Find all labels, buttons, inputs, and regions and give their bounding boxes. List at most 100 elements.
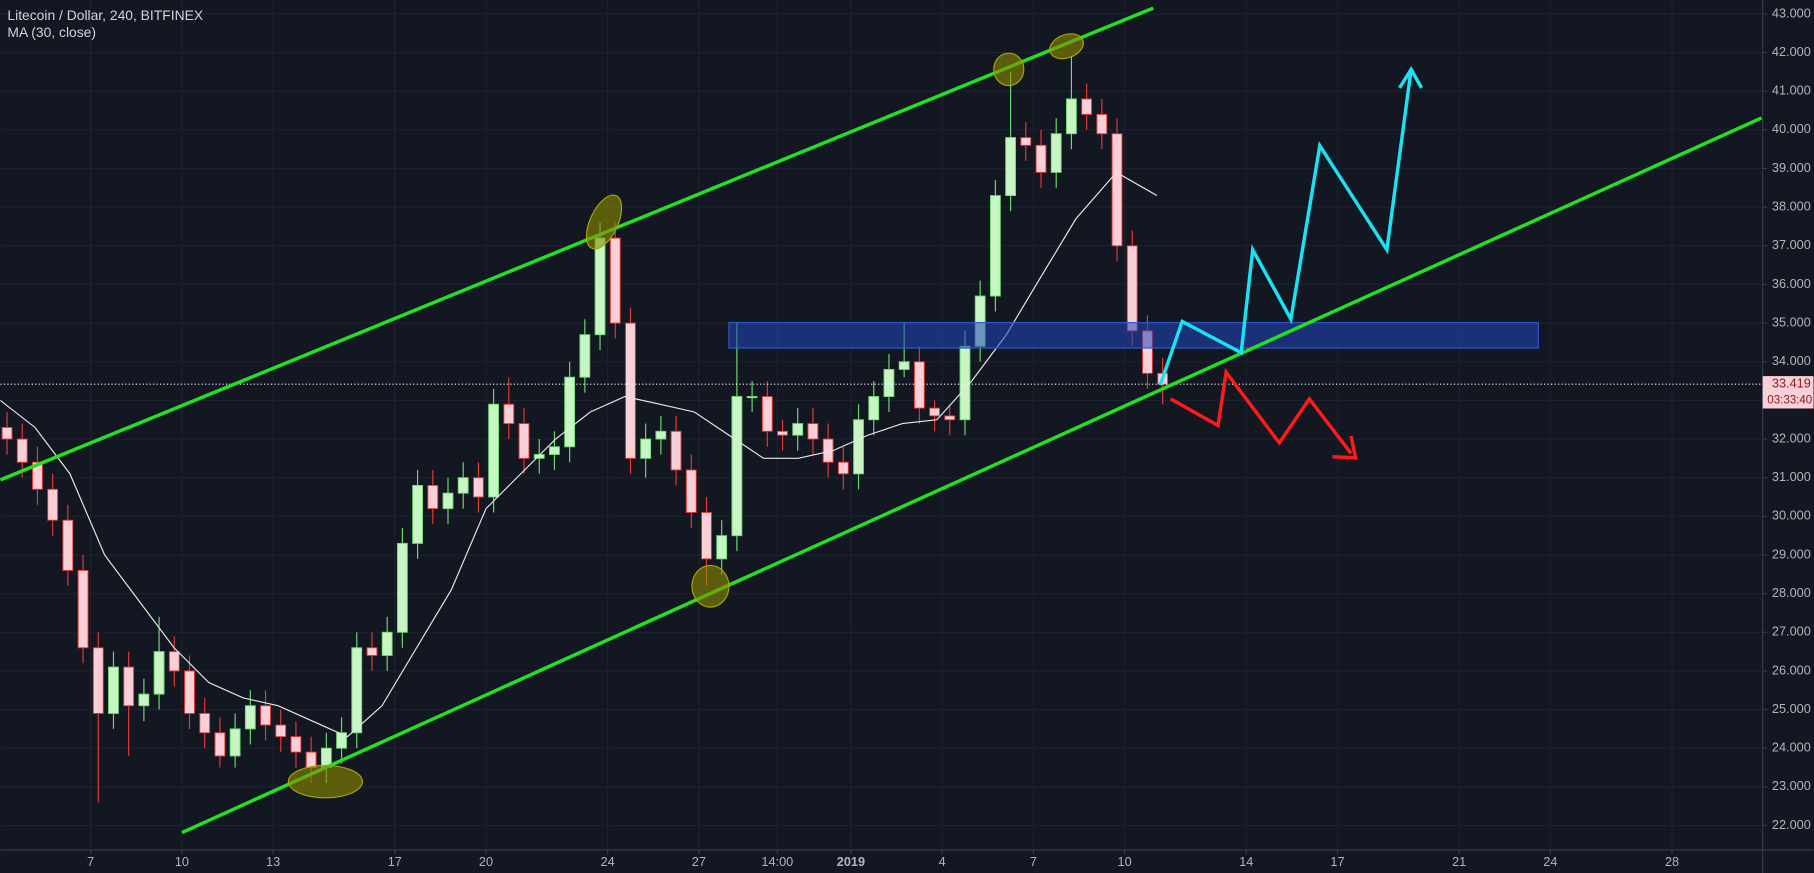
candle-body: [564, 376, 576, 448]
y-tick-label: 34.000: [1772, 353, 1811, 368]
y-tick-label: 37.000: [1772, 237, 1811, 252]
candle-body: [1126, 245, 1138, 332]
chart-title: Litecoin / Dollar, 240, BITFINEX: [7, 7, 203, 23]
price-badge: [1762, 376, 1814, 409]
candle-body: [503, 403, 515, 425]
candle-body: [1035, 144, 1047, 173]
y-tick-label: 32.000: [1772, 430, 1811, 445]
y-tick-label: 24.000: [1772, 740, 1811, 755]
candle-body: [594, 237, 606, 336]
y-tick-label: 36.000: [1772, 276, 1811, 291]
candle-body: [412, 484, 423, 544]
candle-body: [123, 666, 135, 707]
candle-body: [518, 423, 530, 459]
candle-body: [427, 484, 439, 510]
candle-body: [366, 647, 378, 656]
drawings: [0, 6, 1763, 835]
countdown: 03:33:40: [1767, 394, 1812, 406]
candle-body: [1081, 98, 1093, 115]
candle-body: [716, 535, 728, 560]
x-tick-label: 10: [1118, 854, 1132, 869]
candle-body: [275, 724, 287, 738]
x-tick-label: 24: [601, 854, 615, 869]
candle-body: [959, 345, 971, 421]
y-tick-label: 42.000: [1772, 44, 1811, 59]
x-tick-label: 17: [1330, 854, 1344, 869]
y-tick-label: 27.000: [1772, 624, 1811, 639]
y-tick-label: 26.000: [1772, 662, 1811, 677]
y-tick-label: 41.000: [1772, 83, 1811, 98]
candle-body: [685, 469, 697, 513]
candle-body: [746, 396, 758, 399]
candle-body: [457, 477, 469, 494]
bear-path: [1169, 367, 1353, 455]
x-tick-label: 10: [175, 854, 189, 869]
y-tick-label: 43.000: [1772, 5, 1811, 20]
y-tick-label: 29.000: [1772, 546, 1811, 561]
candle-body: [883, 369, 895, 397]
candle-body: [260, 705, 271, 726]
candle-body: [609, 237, 621, 324]
ellipse: [287, 764, 363, 799]
candle-body: [290, 736, 302, 753]
y-tick-label: 38.000: [1772, 199, 1811, 214]
plot: [0, 56, 1763, 803]
candle-body: [108, 666, 119, 714]
candle-body: [214, 732, 226, 757]
x-tick-label: 2019: [837, 854, 865, 869]
candle-body: [184, 670, 195, 714]
x-tick-label: 27: [692, 854, 706, 869]
y-tick-label: 22.000: [1772, 817, 1811, 832]
candle-body: [381, 631, 393, 656]
x-tick-label: 14: [1239, 854, 1253, 869]
candle-body: [837, 461, 849, 475]
candle-body: [792, 423, 804, 436]
candle-body: [807, 423, 819, 440]
candle-body: [777, 430, 788, 436]
candle-body: [396, 542, 408, 633]
y-tick-label: 39.000: [1772, 160, 1811, 175]
candle-body: [351, 647, 363, 734]
candle-body: [199, 712, 211, 734]
candle-body: [229, 728, 241, 757]
bull-path: [1158, 69, 1413, 386]
candle-body: [731, 396, 743, 537]
ellipse: [1049, 33, 1084, 60]
candle-body: [1, 426, 13, 440]
candle-body: [1096, 113, 1108, 135]
candle-body: [761, 396, 773, 432]
candle-body: [1111, 133, 1123, 247]
x-tick-label: 24: [1543, 854, 1557, 869]
y-tick-label: 25.000: [1772, 701, 1811, 716]
candle-body: [1050, 133, 1062, 173]
candle-body: [16, 438, 28, 463]
candle-body: [670, 430, 682, 471]
candle-body: [138, 693, 150, 707]
x-tick-label: 13: [266, 854, 280, 869]
candle-body: [579, 334, 591, 378]
y-tick-label: 35.000: [1772, 314, 1811, 329]
candle-body: [92, 647, 104, 714]
candle-body: [868, 396, 880, 421]
x-tick-label: 7: [1030, 854, 1037, 869]
y-tick-label: 31.000: [1772, 469, 1811, 484]
candle-body: [336, 732, 347, 749]
x-tick-label: 17: [388, 854, 402, 869]
x-tick-label: 14:00: [761, 854, 793, 869]
x-tick-label: 4: [939, 854, 946, 869]
candle-body: [944, 415, 956, 421]
candle-body: [701, 512, 712, 560]
candle-body: [655, 430, 667, 440]
ellipse: [691, 564, 730, 608]
channel-line: [0, 6, 1154, 482]
candle-body: [853, 419, 864, 475]
candle-body: [898, 361, 910, 370]
candle-body: [1066, 98, 1077, 135]
candle-body: [913, 361, 925, 409]
arrow-head: [1332, 435, 1358, 460]
x-tick-label: 7: [87, 854, 94, 869]
zone: [728, 322, 1539, 349]
candle-body: [625, 322, 636, 459]
candle-body: [77, 569, 89, 649]
candle-body: [47, 488, 59, 521]
